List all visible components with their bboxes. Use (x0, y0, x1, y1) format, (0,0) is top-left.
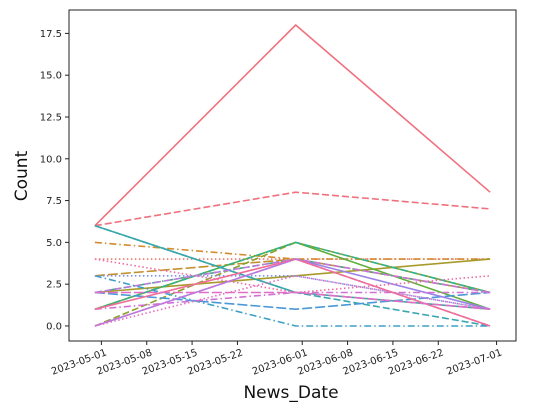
y-tick-label: 15.0 (40, 71, 62, 82)
series-line-1 (94, 24, 491, 227)
x-tick-label: 2023-07-01 (445, 347, 503, 377)
plot-area (68, 9, 517, 342)
series-line-15 (94, 274, 491, 310)
y-axis-title: Count (12, 150, 32, 201)
x-axis: 2023-05-012023-05-082023-05-152023-05-22… (50, 341, 504, 378)
series-line-10 (94, 241, 491, 310)
series-line-2 (94, 191, 491, 227)
series-line-19 (94, 274, 491, 327)
y-tick-label: 5.0 (46, 238, 62, 249)
y-tick-label: 10.0 (40, 154, 62, 165)
y-tick-label: 2.5 (46, 280, 62, 291)
x-axis-title: News_Date (243, 383, 338, 403)
y-tick-label: 7.5 (46, 196, 62, 207)
y-tick-label: 12.5 (40, 112, 62, 123)
y-tick-label: 0.0 (46, 321, 62, 332)
series-layer (94, 24, 491, 327)
series-line-22 (94, 291, 491, 310)
y-axis: 0.0 2.5 5.0 7.5 10.0 12.5 15.0 17.5 (40, 29, 69, 332)
y-tick-label: 17.5 (40, 29, 62, 40)
series-line-23 (94, 258, 491, 327)
